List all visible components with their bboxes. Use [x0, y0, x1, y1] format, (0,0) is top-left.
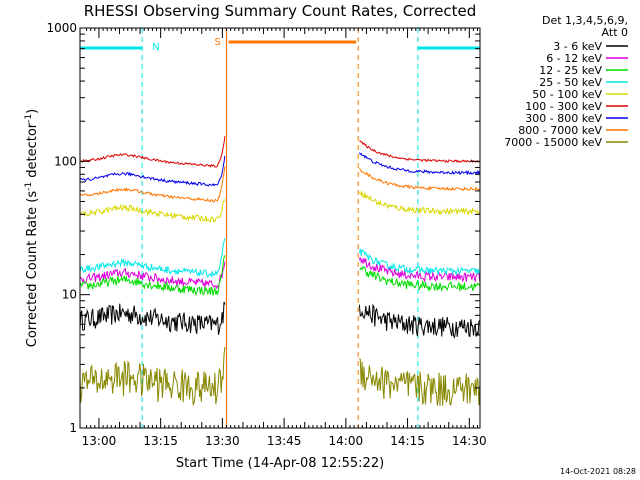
series-line-post	[359, 265, 481, 293]
series-line-post	[359, 167, 481, 192]
x-tick-label: 13:30	[205, 434, 240, 448]
legend-entry-label: 3 - 6 keV	[553, 40, 602, 53]
legend-header: Det 1,3,4,5,6,9,	[542, 14, 628, 27]
y-tick-label: 100	[54, 154, 77, 168]
series-line-pre	[79, 199, 226, 223]
x-tick-label: 14:00	[329, 434, 364, 448]
series-line-pre	[79, 301, 226, 335]
series-line-post	[358, 152, 481, 176]
timestamp: 14-Oct-2021 08:28	[560, 467, 636, 476]
series-line-pre	[79, 261, 226, 290]
series-line-pre	[79, 166, 226, 203]
series-line-post	[358, 303, 481, 339]
series-layer	[79, 136, 481, 407]
x-axis-label: Start Time (14-Apr-08 12:55:22)	[176, 456, 384, 471]
x-tick-label: 13:45	[267, 434, 302, 448]
legend-entry-label: 25 - 50 keV	[539, 76, 602, 89]
legend-entry-label: 800 - 7000 keV	[518, 124, 602, 137]
legend-header: Att 0	[602, 26, 628, 39]
y-tick-label: 1000	[46, 21, 77, 35]
series-line-post	[359, 140, 480, 163]
y-tick-label: 10	[62, 288, 77, 302]
x-tick-label: 14:30	[452, 434, 487, 448]
legend-entry-label: 6 - 12 keV	[546, 52, 602, 65]
series-line-pre	[79, 255, 226, 296]
series-line-pre	[79, 155, 226, 187]
series-line-post	[359, 358, 481, 406]
series-line-pre	[79, 238, 226, 278]
series-line-post	[358, 191, 481, 217]
series-line-pre	[79, 346, 226, 407]
series-line-pre	[79, 136, 226, 168]
legend-entry-label: 300 - 800 keV	[525, 112, 602, 125]
chart-title: RHESSI Observing Summary Count Rates, Co…	[84, 2, 477, 20]
y-axis: 1 10 100 1000	[46, 21, 480, 435]
y-axis-label: Corrected Count Rate (s-1 detector-1)	[24, 109, 40, 347]
y-axis-label-part-1: Corrected Count Rate (s	[25, 191, 40, 348]
x-tick-label: 13:15	[143, 434, 178, 448]
legend-entry-label: 12 - 25 keV	[539, 64, 602, 77]
x-tick-label: 14:15	[390, 434, 425, 448]
x-tick-label: 13:00	[82, 434, 117, 448]
y-tick-label: 1	[69, 421, 77, 435]
legend-entry-label: 100 - 300 keV	[525, 100, 602, 113]
y-axis-label-part-3: )	[25, 109, 40, 114]
series-line-post	[358, 257, 481, 283]
y-axis-label-part-2: detector	[25, 122, 40, 182]
y-axis-label-superscript-2: -1	[24, 114, 34, 123]
x-axis: 13:00 13:15 13:30 13:45 14:00 14:15 14:30	[82, 28, 487, 448]
legend-entry-label: 50 - 100 keV	[532, 88, 602, 101]
y-axis-label-superscript-1: -1	[24, 182, 34, 191]
legend-entry-label: 7000 - 15000 keV	[504, 136, 602, 149]
series-line-post	[358, 248, 481, 277]
saa-label: S	[215, 37, 221, 48]
night-label: N	[152, 42, 159, 53]
